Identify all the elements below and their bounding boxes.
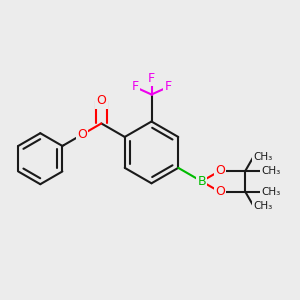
Text: F: F — [131, 80, 139, 94]
Text: CH₃: CH₃ — [253, 152, 272, 162]
Text: O: O — [96, 94, 106, 107]
Text: B: B — [197, 175, 206, 188]
Text: O: O — [77, 128, 87, 141]
Text: O: O — [215, 164, 225, 177]
Text: O: O — [215, 185, 225, 198]
Text: CH₃: CH₃ — [253, 201, 272, 211]
Text: CH₃: CH₃ — [261, 187, 280, 197]
Text: CH₃: CH₃ — [261, 166, 280, 176]
Text: F: F — [148, 71, 155, 85]
Text: F: F — [164, 80, 172, 94]
